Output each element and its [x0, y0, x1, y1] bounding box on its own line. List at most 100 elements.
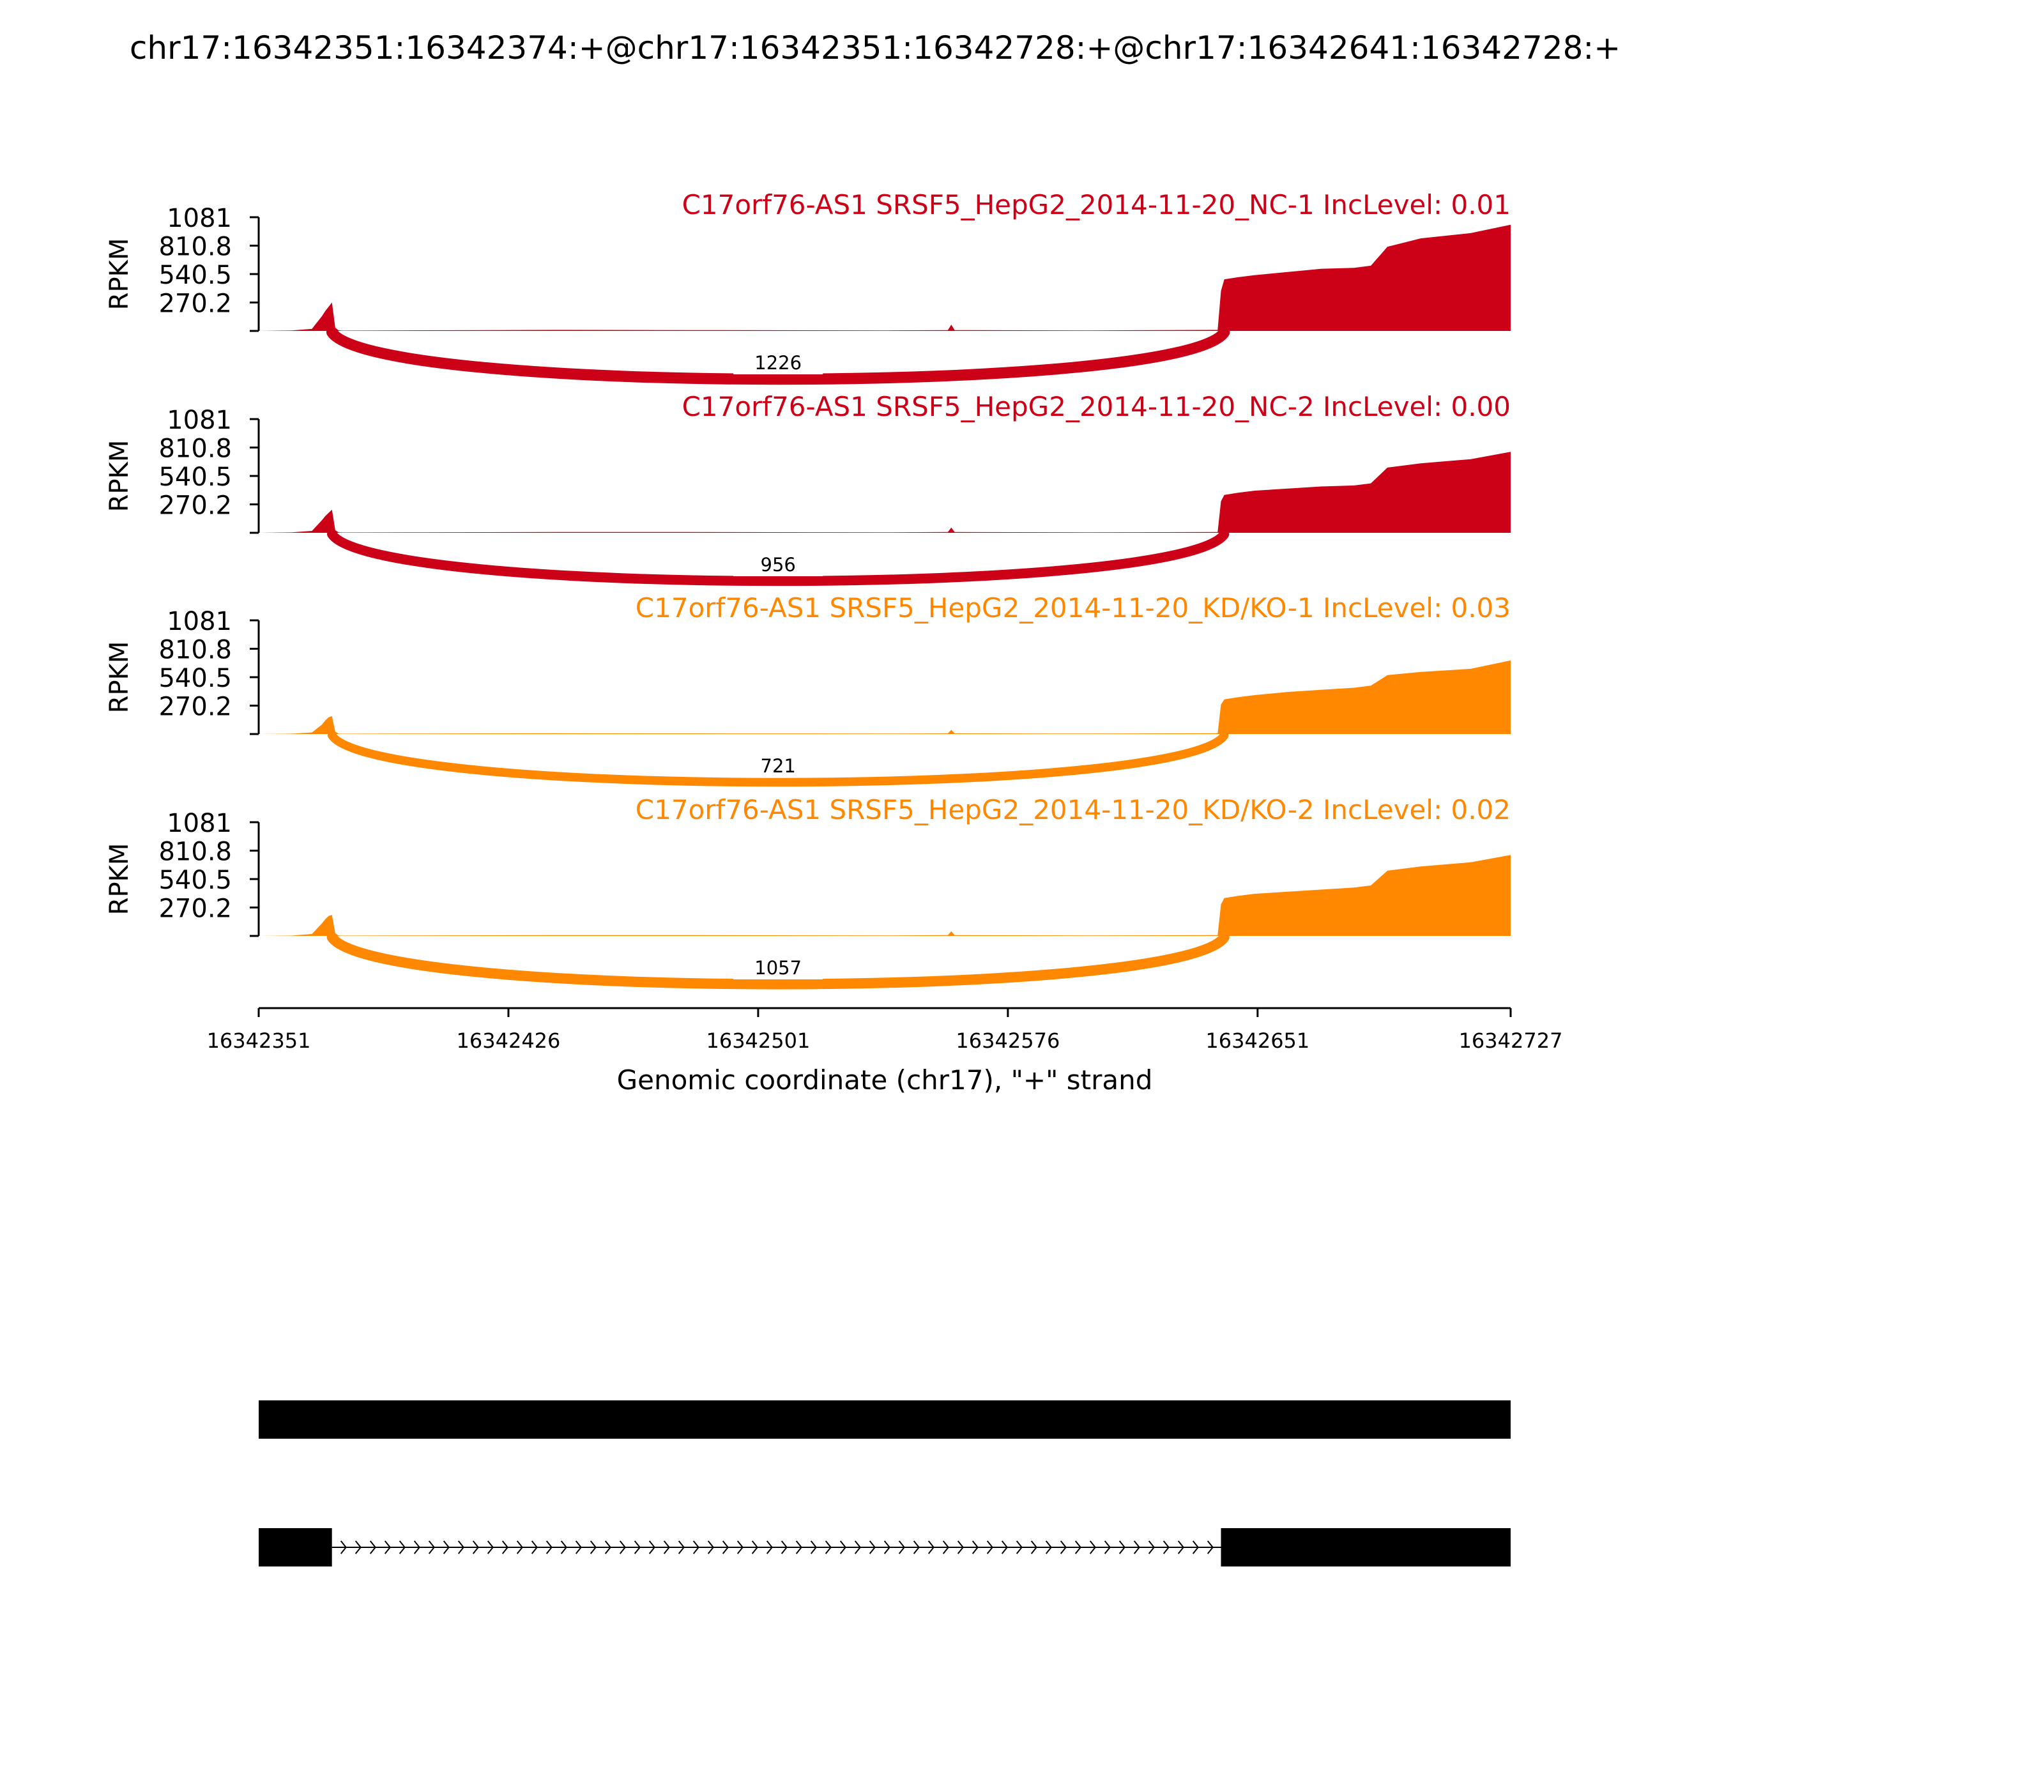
- y-tick-label: 1081: [167, 406, 232, 435]
- coverage-area: [259, 660, 1511, 734]
- junction-count-background: [733, 956, 823, 979]
- strand-arrow: [340, 1540, 347, 1554]
- exon: [259, 1400, 1511, 1439]
- strand-arrow: [781, 1540, 788, 1554]
- chart-title: chr17:16342351:16342374:+@chr17:16342351…: [130, 29, 1621, 66]
- gene-model: [259, 1400, 1511, 1439]
- strand-arrow: [722, 1540, 729, 1554]
- strand-arrow: [663, 1540, 670, 1554]
- strand-arrow: [1133, 1540, 1140, 1554]
- y-tick-label: 270.2: [158, 894, 232, 924]
- strand-arrow: [457, 1540, 464, 1554]
- strand-arrow: [1089, 1540, 1096, 1554]
- y-axis-label: RPKM: [105, 238, 134, 310]
- strand-arrow: [443, 1540, 450, 1554]
- strand-arrow: [942, 1540, 949, 1554]
- strand-arrow: [1148, 1540, 1155, 1554]
- y-tick-label: 270.2: [158, 491, 232, 521]
- strand-arrow: [1177, 1540, 1184, 1554]
- y-tick-label: 540.5: [158, 866, 232, 895]
- strand-arrow: [531, 1540, 538, 1554]
- junction-arc: [326, 931, 1230, 990]
- strand-arrow: [927, 1540, 934, 1554]
- strand-arrow: [1118, 1540, 1125, 1554]
- y-tick-label: 1081: [167, 607, 232, 636]
- strand-arrow: [384, 1540, 391, 1554]
- exon: [1221, 1528, 1511, 1566]
- strand-arrow: [1045, 1540, 1052, 1554]
- sample-label: C17orf76-AS1 SRSF5_HepG2_2014-11-20_NC-1…: [682, 189, 1511, 220]
- strand-arrow: [560, 1540, 567, 1554]
- y-tick-label: 1081: [167, 204, 232, 233]
- strand-arrow: [854, 1540, 861, 1554]
- strand-arrow: [399, 1540, 406, 1554]
- exon: [259, 1528, 332, 1566]
- strand-arrow: [648, 1540, 655, 1554]
- x-axis-label: Genomic coordinate (chr17), "+" strand: [617, 1064, 1153, 1096]
- strand-arrow: [1001, 1540, 1008, 1554]
- strand-arrow: [1074, 1540, 1081, 1554]
- strand-arrow: [1104, 1540, 1111, 1554]
- y-tick-label: 810.8: [158, 837, 232, 866]
- y-tick-label: 810.8: [158, 232, 232, 261]
- y-tick-label: 810.8: [158, 635, 232, 664]
- coverage-area: [259, 452, 1511, 533]
- gene-model: [259, 1528, 1511, 1566]
- strand-arrow: [590, 1540, 597, 1554]
- strand-arrow: [692, 1540, 699, 1554]
- strand-arrow: [575, 1540, 582, 1554]
- y-tick-label: 270.2: [158, 289, 232, 319]
- x-tick-label: 16342651: [1205, 1029, 1309, 1053]
- strand-arrow: [883, 1540, 890, 1554]
- strand-arrow: [545, 1540, 553, 1554]
- x-tick-label: 16342351: [207, 1029, 311, 1053]
- y-tick-label: 540.5: [158, 261, 232, 290]
- strand-arrow: [355, 1540, 362, 1554]
- coverage-area: [259, 224, 1511, 331]
- strand-arrow: [736, 1540, 744, 1554]
- strand-arrow: [766, 1540, 773, 1554]
- strand-arrow: [516, 1540, 523, 1554]
- strand-arrow: [825, 1540, 832, 1554]
- strand-arrow: [1207, 1540, 1214, 1554]
- strand-arrow: [986, 1540, 993, 1554]
- strand-arrow: [501, 1540, 508, 1554]
- junction-arc: [326, 326, 1230, 385]
- strand-arrow: [913, 1540, 920, 1554]
- strand-arrow: [413, 1540, 420, 1554]
- strand-arrow: [957, 1540, 964, 1554]
- junction-count-background: [733, 754, 823, 777]
- sample-label: C17orf76-AS1 SRSF5_HepG2_2014-11-20_KD/K…: [636, 592, 1511, 624]
- strand-arrow: [1030, 1540, 1037, 1554]
- y-tick-label: 270.2: [158, 693, 232, 722]
- strand-arrow: [428, 1540, 435, 1554]
- y-tick-label: 1081: [167, 809, 232, 838]
- strand-arrow: [751, 1540, 758, 1554]
- junction-arc: [327, 529, 1230, 586]
- y-axis-label: RPKM: [105, 641, 134, 714]
- junction-count: 1057: [754, 957, 802, 979]
- strand-arrow: [972, 1540, 979, 1554]
- x-tick-label: 16342576: [956, 1029, 1060, 1053]
- strand-arrow: [1163, 1540, 1170, 1554]
- x-tick-label: 16342426: [457, 1029, 561, 1053]
- junction-arc: [327, 731, 1229, 787]
- strand-arrow: [869, 1540, 876, 1554]
- strand-arrow: [898, 1540, 905, 1554]
- sample-label: C17orf76-AS1 SRSF5_HepG2_2014-11-20_KD/K…: [636, 794, 1511, 825]
- junction-count: 721: [761, 755, 796, 777]
- strand-arrow: [707, 1540, 714, 1554]
- x-tick-label: 16342501: [706, 1029, 810, 1053]
- strand-arrow: [810, 1540, 817, 1554]
- junction-count: 1226: [754, 352, 802, 374]
- x-tick-label: 16342727: [1459, 1029, 1563, 1053]
- junction-count-background: [733, 553, 823, 576]
- coverage-area: [259, 855, 1511, 936]
- sample-label: C17orf76-AS1 SRSF5_HepG2_2014-11-20_NC-2…: [682, 391, 1511, 422]
